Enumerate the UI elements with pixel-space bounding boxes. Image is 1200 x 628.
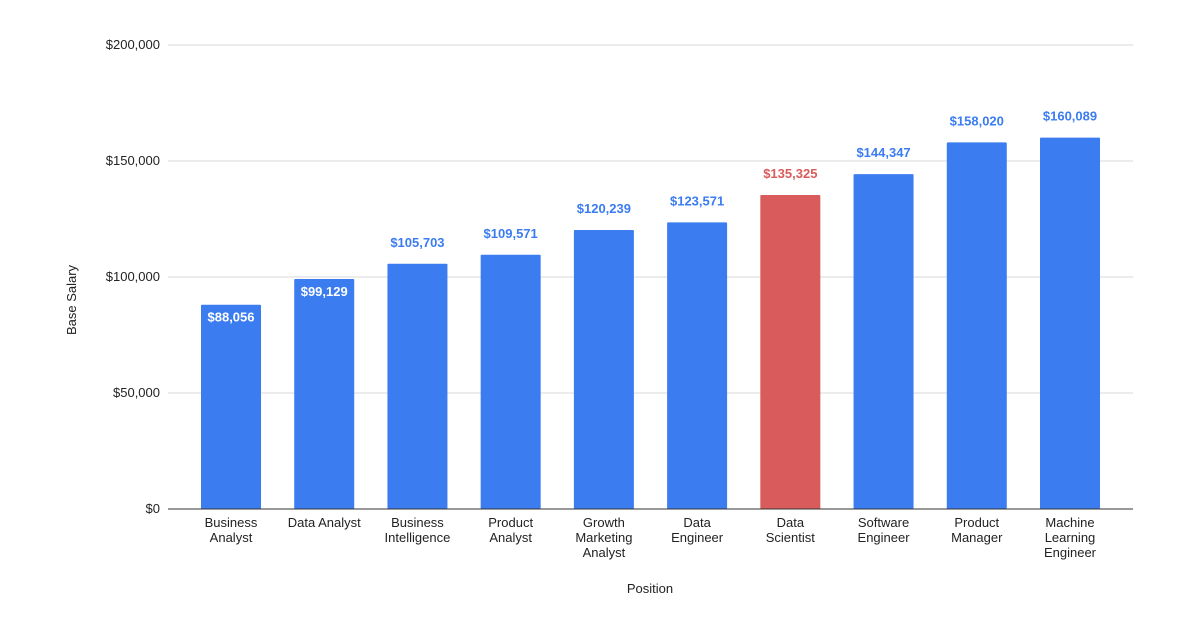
- data-label: $109,571: [484, 226, 538, 241]
- x-category-label-line: Business: [391, 515, 444, 530]
- data-label: $105,703: [390, 235, 444, 250]
- x-category-label: Product Analyst: [488, 515, 533, 545]
- x-category-label-line: Manager: [951, 530, 1003, 545]
- x-category-label-line: Marketing: [575, 530, 632, 545]
- x-category-label-line: Scientist: [766, 530, 816, 545]
- x-category-label-line: Analyst: [583, 545, 626, 560]
- x-category-label: Data Scientist: [766, 515, 816, 545]
- data-label: $99,129: [301, 284, 348, 299]
- bar: [760, 195, 821, 509]
- x-category-label-line: Growth: [583, 515, 625, 530]
- data-labels: $88,056 $99,129 $105,703 $109,571 $120,239 $1…: [208, 109, 1098, 325]
- y-tick-label: $200,000: [106, 37, 160, 52]
- x-category-label: Product Manager: [951, 515, 1003, 545]
- x-category-label-line: Data: [777, 515, 805, 530]
- y-tick-label: $0: [146, 501, 160, 516]
- y-tick-label: $100,000: [106, 269, 160, 284]
- x-category-label-line: Engineer: [858, 530, 911, 545]
- bar: [667, 222, 728, 509]
- x-category-label-line: Data: [683, 515, 711, 530]
- bar: [1040, 137, 1100, 510]
- x-category-label: Growth Marketing Analyst: [575, 515, 632, 560]
- x-category-label-line: Product: [488, 515, 533, 530]
- x-category-label-line: Data Analyst: [288, 515, 361, 530]
- x-category-label-line: Analyst: [210, 530, 253, 545]
- data-label: $160,089: [1043, 109, 1097, 124]
- x-category-label-line: Intelligence: [385, 530, 451, 545]
- x-category-label-line: Product: [954, 515, 999, 530]
- x-category-label: Business Analyst: [205, 515, 258, 545]
- x-category-label-line: Software: [858, 515, 909, 530]
- data-label: $144,347: [856, 145, 910, 160]
- data-label: $158,020: [950, 113, 1004, 128]
- x-category-label-line: Machine: [1045, 515, 1094, 530]
- y-axis-title: Base Salary: [64, 264, 79, 335]
- x-category-label-line: Learning: [1045, 530, 1096, 545]
- bar: [480, 254, 541, 509]
- x-category-label-line: Analyst: [489, 530, 532, 545]
- y-axis-ticks: $0 $50,000 $100,000 $150,000 $200,000: [106, 37, 160, 516]
- bar: [201, 304, 261, 509]
- bar: [294, 279, 355, 509]
- bar: [573, 230, 634, 509]
- x-category-label: Business Intelligence: [385, 515, 451, 545]
- x-axis-title: Position: [627, 581, 673, 596]
- bars: [201, 137, 1100, 510]
- x-category-label-line: Engineer: [671, 530, 724, 545]
- data-label: $88,056: [208, 310, 255, 325]
- data-label: $120,239: [577, 201, 631, 216]
- data-label: $123,571: [670, 193, 724, 208]
- bar: [853, 174, 914, 509]
- x-category-label-line: Business: [205, 515, 258, 530]
- bar: [387, 263, 448, 509]
- data-label: $135,325: [763, 166, 817, 181]
- x-category-label: Machine Learning Engineer: [1044, 515, 1097, 560]
- bar: [946, 142, 1007, 509]
- x-category-label-line: Engineer: [1044, 545, 1097, 560]
- x-category-label: Data Engineer: [671, 515, 724, 545]
- x-category-label: Data Analyst: [288, 515, 361, 530]
- x-category-label: Software Engineer: [858, 515, 911, 545]
- y-tick-label: $50,000: [113, 385, 160, 400]
- y-tick-label: $150,000: [106, 153, 160, 168]
